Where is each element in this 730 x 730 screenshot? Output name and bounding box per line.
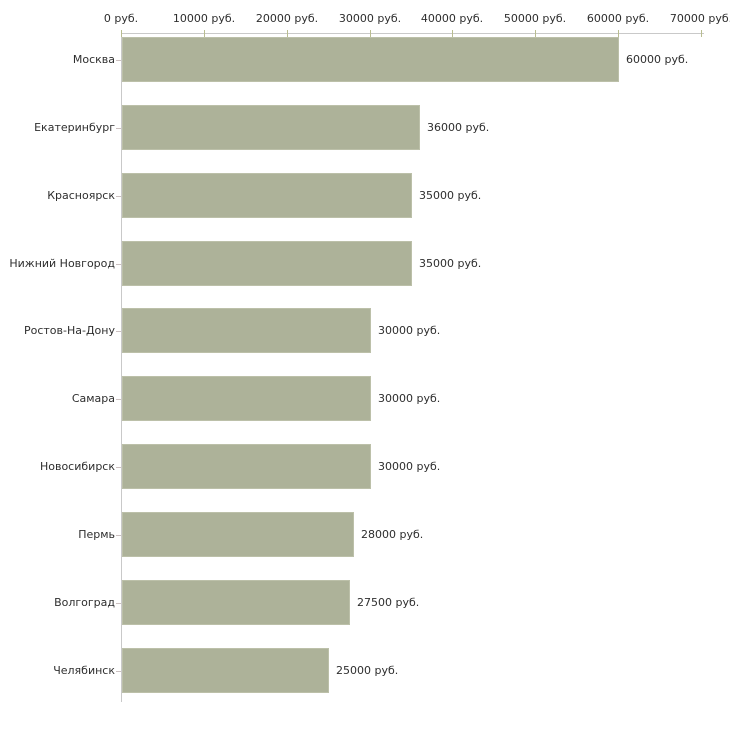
x-tick-label: 0 руб.	[103, 12, 139, 25]
bar	[122, 308, 371, 353]
category-label: Челябинск	[53, 664, 115, 677]
y-tick-mark	[116, 60, 121, 61]
category-label: Самара	[71, 392, 115, 405]
x-tick-label: 40000 руб.	[420, 12, 484, 25]
category-label: Ростов-На-Дону	[23, 324, 115, 337]
x-tick-label: 30000 руб.	[338, 12, 402, 25]
bar	[122, 173, 412, 218]
value-label: 30000 руб.	[378, 460, 441, 473]
y-tick-mark	[116, 331, 121, 332]
value-label: 25000 руб.	[336, 664, 399, 677]
value-label: 35000 руб.	[419, 257, 482, 270]
category-label: Нижний Новгород	[9, 257, 115, 270]
bar	[122, 105, 420, 150]
x-tick-mark	[452, 30, 453, 37]
category-label: Москва	[72, 53, 115, 66]
y-tick-mark	[116, 128, 121, 129]
bar	[122, 241, 412, 286]
y-tick-mark	[116, 671, 121, 672]
bar	[122, 512, 354, 557]
x-tick-mark	[370, 30, 371, 37]
x-tick-mark	[204, 30, 205, 37]
value-label: 30000 руб.	[378, 392, 441, 405]
value-label: 35000 руб.	[419, 189, 482, 202]
y-axis-line	[121, 33, 122, 702]
y-tick-mark	[116, 535, 121, 536]
y-tick-mark	[116, 196, 121, 197]
x-tick-mark	[701, 30, 702, 37]
bar	[122, 444, 371, 489]
y-tick-mark	[116, 603, 121, 604]
bar	[122, 580, 350, 625]
x-tick-mark	[121, 30, 122, 37]
value-label: 30000 руб.	[378, 324, 441, 337]
value-label: 36000 руб.	[427, 121, 490, 134]
x-tick-label: 50000 руб.	[503, 12, 567, 25]
category-label: Пермь	[78, 528, 115, 541]
bar	[122, 648, 329, 693]
value-label: 60000 руб.	[626, 53, 689, 66]
category-label: Новосибирск	[39, 460, 115, 473]
value-label: 27500 руб.	[357, 596, 420, 609]
x-tick-label: 20000 руб.	[255, 12, 319, 25]
category-label: Красноярск	[47, 189, 115, 202]
y-tick-mark	[116, 467, 121, 468]
category-label: Волгоград	[54, 596, 115, 609]
category-label: Екатеринбург	[34, 121, 115, 134]
y-tick-mark	[116, 399, 121, 400]
x-tick-mark	[287, 30, 288, 37]
x-axis-line	[121, 33, 704, 34]
x-tick-mark	[618, 30, 619, 37]
y-tick-mark	[116, 264, 121, 265]
x-tick-label: 70000 руб.	[669, 12, 730, 25]
bar	[122, 37, 619, 82]
bar	[122, 376, 371, 421]
value-label: 28000 руб.	[361, 528, 424, 541]
x-tick-mark	[535, 30, 536, 37]
x-tick-label: 10000 руб.	[172, 12, 236, 25]
x-tick-label: 60000 руб.	[586, 12, 650, 25]
